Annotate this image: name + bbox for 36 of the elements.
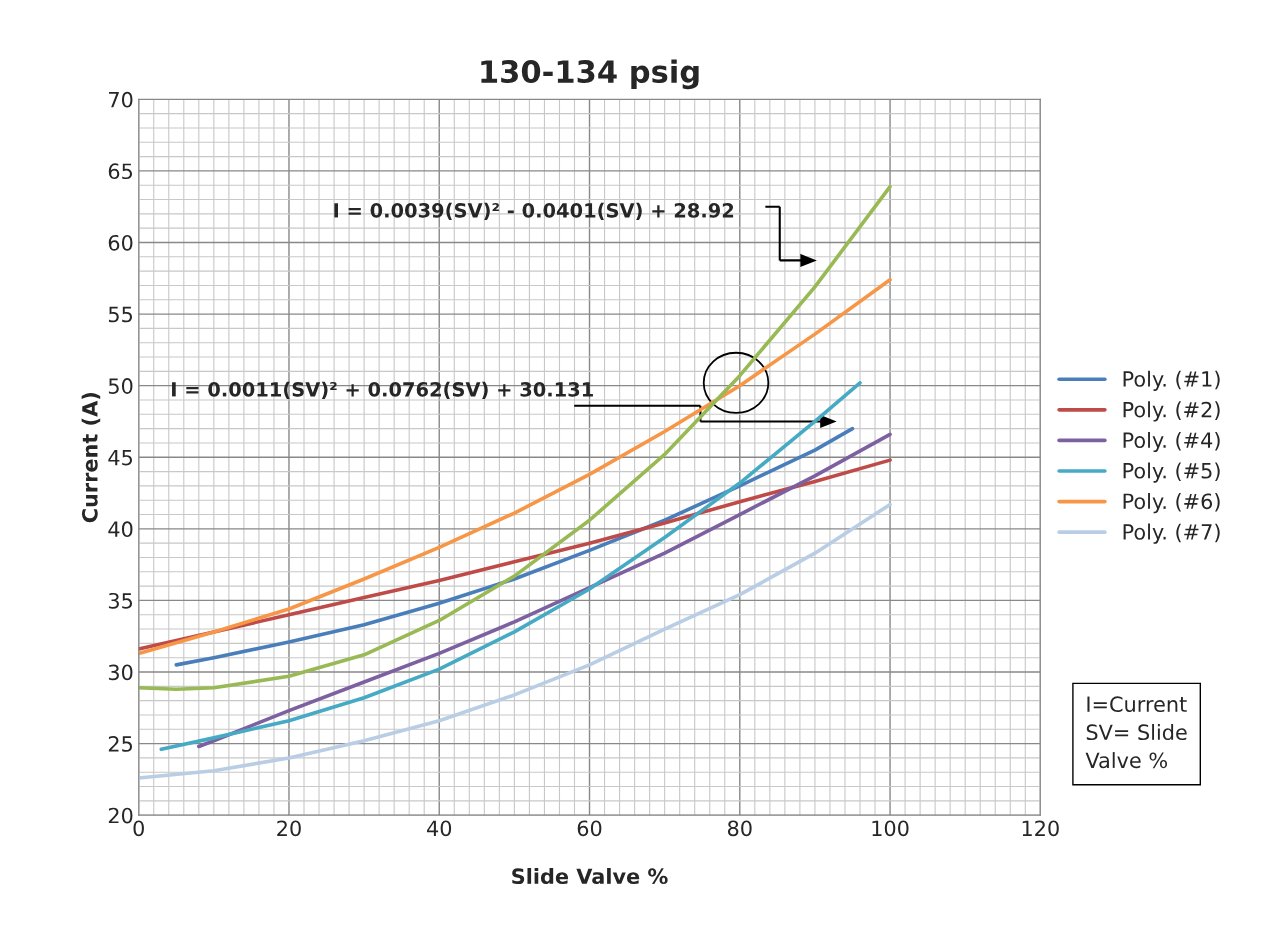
x-axis-title: Slide Valve % xyxy=(512,867,668,885)
x-tick-label: 0 xyxy=(133,820,144,837)
line-series xyxy=(138,184,892,692)
chart-title: 130-134 psig xyxy=(481,59,699,90)
legend-label: Poly. (#6) xyxy=(1123,493,1220,514)
legend-label: Poly. (#7) xyxy=(1123,523,1220,544)
line-series xyxy=(138,502,892,780)
y-axis-title: Current (A) xyxy=(81,393,101,523)
y-tick-label: 55 xyxy=(108,306,133,323)
x-tick-label: 60 xyxy=(577,820,602,837)
y-tick-label: 35 xyxy=(108,592,133,609)
line-series xyxy=(159,381,862,752)
y-tick-label: 45 xyxy=(108,449,133,466)
x-tick-label: 20 xyxy=(277,820,301,837)
line-series xyxy=(138,277,892,656)
y-tick-label: 30 xyxy=(108,664,133,681)
legend-label: Poly. (#2) xyxy=(1123,401,1220,422)
annotation: I = 0.0039(SV)² - 0.0401(SV) + 28.92 xyxy=(334,202,734,220)
line-series xyxy=(174,426,855,667)
y-tick-label: 65 xyxy=(108,163,133,180)
y-tick-label: 70 xyxy=(109,91,133,108)
legend-label: Poly. (#4) xyxy=(1123,431,1220,453)
y-tick-label: 20 xyxy=(108,807,133,824)
y-tick-label: 60 xyxy=(108,234,133,251)
annotation: I = 0.0011(SV)² + 0.0762(SV) + 30.131 xyxy=(172,381,593,399)
x-tick-label: 80 xyxy=(727,820,752,837)
y-tick-label: 25 xyxy=(108,736,133,752)
x-tick-label: 100 xyxy=(872,820,909,837)
legend-label: Poly. (#1) xyxy=(1123,370,1220,391)
legend-label: Poly. (#5) xyxy=(1123,462,1220,483)
text: I=Current SV= Slide Valve % xyxy=(1085,696,1187,769)
y-tick-label: 50 xyxy=(108,378,133,394)
x-tick-label: 40 xyxy=(427,820,452,837)
y-tick-label: 40 xyxy=(108,521,133,538)
line-series xyxy=(197,432,892,749)
x-tick-label: 120 xyxy=(1022,820,1059,837)
